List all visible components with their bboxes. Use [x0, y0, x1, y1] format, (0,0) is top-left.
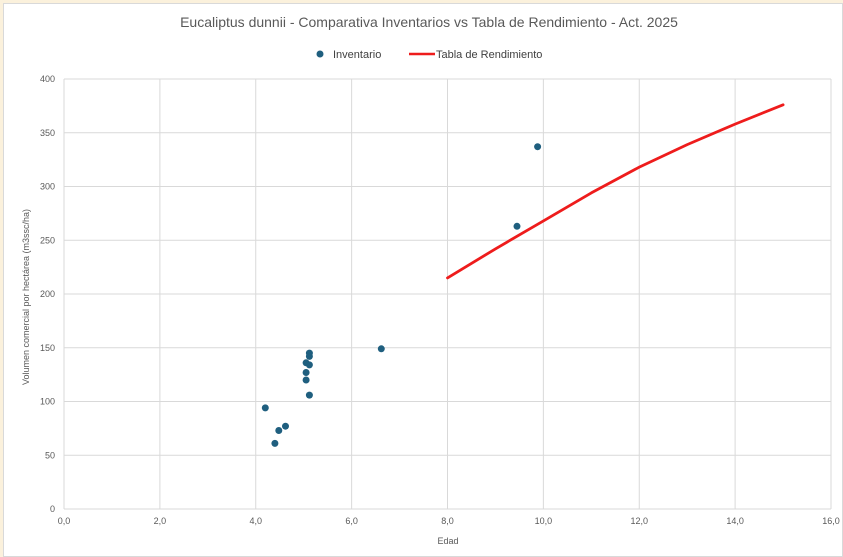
chart-title: Eucaliptus dunnii - Comparativa Inventar…: [180, 14, 678, 30]
x-tick-label: 0,0: [58, 516, 71, 526]
data-point-inventario: [305, 391, 313, 399]
x-tick-label: 8,0: [441, 516, 454, 526]
y-tick-label: 300: [40, 182, 55, 192]
data-point-inventario: [261, 404, 269, 412]
y-axis-label: Volumen comercial por hectárea (m3ssc/ha…: [21, 209, 31, 385]
tick-labels: 0,0 2,0 4,0 6,0 8,0 10,0 12,0 14,0 16,0 0 50 100 150…: [40, 74, 840, 526]
y-tick-label: 50: [45, 450, 55, 460]
legend-label-tabla: Tabla de Rendimiento: [436, 49, 542, 61]
x-tick-label: 2,0: [154, 516, 167, 526]
data-point-inventario: [302, 376, 310, 384]
x-tick-label: 6,0: [345, 516, 358, 526]
x-tick-label: 4,0: [249, 516, 262, 526]
data-point-inventario: [282, 422, 289, 430]
x-tick-label: 16,0: [822, 516, 840, 526]
y-tick-label: 350: [40, 128, 55, 138]
data-point-inventario: [534, 143, 542, 151]
series-line-tabla-de-rendimiento: [446, 103, 785, 280]
data-point-inventario: [302, 369, 310, 376]
y-tick-label: 400: [40, 74, 55, 84]
x-tick-label: 10,0: [535, 516, 553, 526]
legend-marker-inventario: [316, 50, 324, 58]
x-axis-label: Edad: [437, 536, 458, 546]
grid: [63, 78, 832, 510]
data-point-inventario: [271, 439, 279, 447]
data-point-inventario: [377, 345, 385, 353]
data-point-inventario: [513, 222, 521, 230]
y-tick-label: 250: [40, 235, 55, 245]
chart-svg: Eucaliptus dunnii - Comparativa Inventar…: [21, 14, 840, 546]
y-tick-label: 0: [50, 504, 55, 514]
x-tick-label: 12,0: [630, 516, 648, 526]
y-tick-label: 100: [40, 397, 55, 407]
y-tick-label: 200: [40, 289, 55, 299]
data-point-inventario: [305, 352, 313, 360]
data-point-inventario: [305, 361, 313, 369]
data-point-inventario: [275, 427, 283, 434]
y-tick-label: 150: [40, 343, 55, 353]
legend-label-inventario: Inventario: [333, 49, 381, 61]
plot-series: [261, 103, 785, 447]
x-tick-label: 14,0: [726, 516, 744, 526]
legend: Inventario Tabla de Rendimiento: [316, 49, 542, 61]
chart-frame: Eucaliptus dunnii - Comparativa Inventar…: [3, 3, 843, 557]
